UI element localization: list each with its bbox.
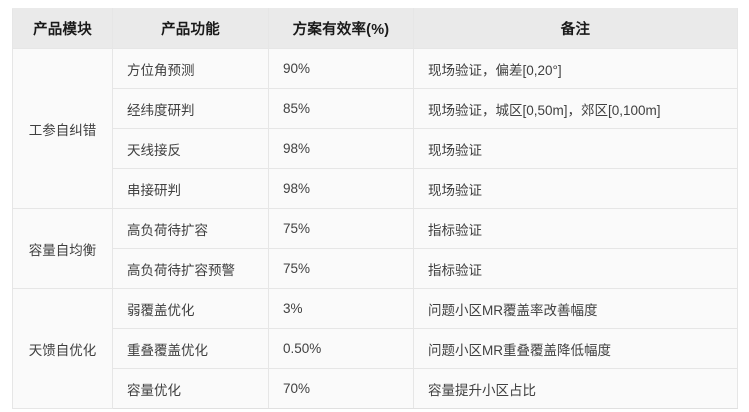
cell-remark: 现场验证，城区[0,50m]，郊区[0,100m] <box>413 88 738 129</box>
cell-effectiveness: 70% <box>268 368 414 409</box>
table-row: 天馈自优化 弱覆盖优化 3% 问题小区MR覆盖率改善幅度 <box>12 288 738 409</box>
table-row: 容量自均衡 高负荷待扩容 75% 指标验证 <box>12 208 738 289</box>
spec-table-container: 产品模块 产品功能 方案有效率(%) 备注 工参自纠错 方位角预测 90% 现场验证，… <box>12 8 738 409</box>
cell-remark: 问题小区MR覆盖率改善幅度 <box>413 288 738 329</box>
cell-remark: 现场验证 <box>413 128 738 169</box>
cell-remark: 指标验证 <box>413 208 738 249</box>
cell-effectiveness: 75% <box>268 208 414 249</box>
cell-feature: 弱覆盖优化 <box>112 288 269 329</box>
cell-remark: 容量提升小区占比 <box>413 368 738 409</box>
cell-effectiveness: 85% <box>268 88 414 129</box>
column-header-module: 产品模块 <box>12 8 113 49</box>
cell-effectiveness: 98% <box>268 168 414 209</box>
cell-feature: 高负荷待扩容 <box>112 208 269 249</box>
cell-remark: 问题小区MR重叠覆盖降低幅度 <box>413 328 738 369</box>
table-header: 产品模块 产品功能 方案有效率(%) 备注 <box>12 8 738 49</box>
table-row: 重叠覆盖优化 0.50% 问题小区MR重叠覆盖降低幅度 <box>13 328 738 369</box>
column-header-feature: 产品功能 <box>112 8 269 49</box>
cell-feature: 方位角预测 <box>112 48 269 89</box>
cell-feature: 串接研判 <box>112 168 269 209</box>
cell-effectiveness: 75% <box>268 248 414 289</box>
table-row: 经纬度研判 85% 现场验证，城区[0,50m]，郊区[0,100m] <box>13 88 738 129</box>
cell-feature: 经纬度研判 <box>112 88 269 129</box>
cell-remark: 指标验证 <box>413 248 738 289</box>
table-row: 高负荷待扩容预警 75% 指标验证 <box>13 248 738 289</box>
cell-effectiveness: 3% <box>268 288 414 329</box>
table-row: 天线接反 98% 现场验证 <box>13 128 738 169</box>
table-row: 串接研判 98% 现场验证 <box>13 168 738 209</box>
cell-module: 容量自均衡 <box>12 208 113 289</box>
cell-module: 天馈自优化 <box>12 288 113 409</box>
cell-feature: 容量优化 <box>112 368 269 409</box>
cell-feature: 天线接反 <box>112 128 269 169</box>
product-module-table: 产品模块 产品功能 方案有效率(%) 备注 工参自纠错 方位角预测 90% 现场验证，… <box>12 8 738 409</box>
cell-effectiveness: 90% <box>268 48 414 89</box>
cell-remark: 现场验证 <box>413 168 738 209</box>
cell-remark: 现场验证，偏差[0,20°] <box>413 48 738 89</box>
table-row: 容量优化 70% 容量提升小区占比 <box>13 368 738 409</box>
table-header-row: 产品模块 产品功能 方案有效率(%) 备注 <box>12 8 738 49</box>
cell-effectiveness: 0.50% <box>268 328 414 369</box>
cell-feature: 重叠覆盖优化 <box>112 328 269 369</box>
table-row: 工参自纠错 方位角预测 90% 现场验证，偏差[0,20°] <box>12 48 738 209</box>
column-header-remark: 备注 <box>413 8 738 49</box>
table-body: 工参自纠错 方位角预测 90% 现场验证，偏差[0,20°] 经纬度研判 85% 现场验证，… <box>12 48 738 409</box>
cell-feature: 高负荷待扩容预警 <box>112 248 269 289</box>
cell-module: 工参自纠错 <box>12 48 113 209</box>
column-header-effectiveness: 方案有效率(%) <box>268 8 414 49</box>
cell-effectiveness: 98% <box>268 128 414 169</box>
